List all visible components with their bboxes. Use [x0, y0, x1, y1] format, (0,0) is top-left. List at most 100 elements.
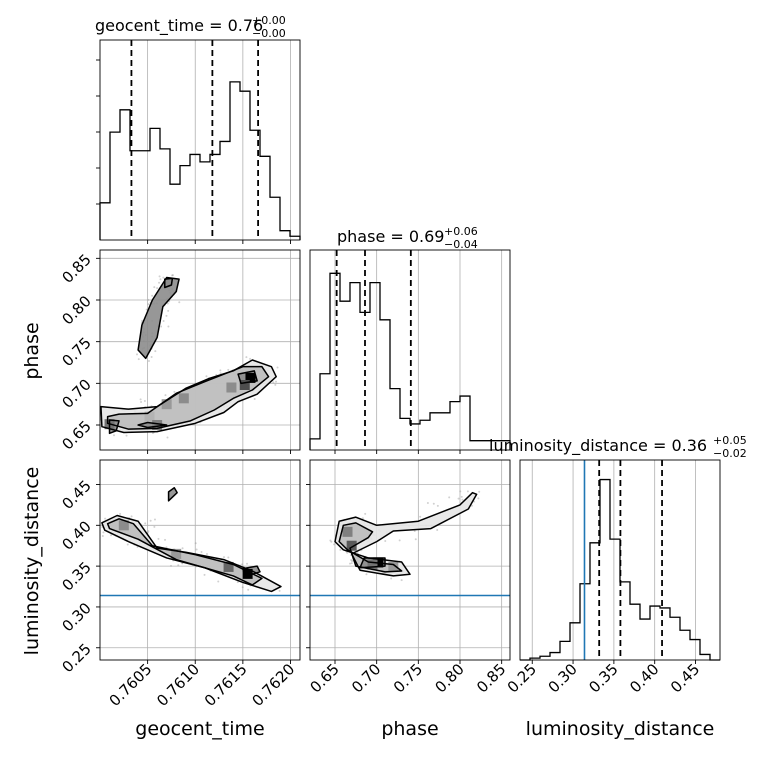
tick-label-y: 0.75 [58, 334, 94, 370]
sample-point [436, 528, 439, 531]
density-cell [242, 568, 253, 579]
histogram-step [99, 81, 301, 240]
sample-point [365, 573, 368, 576]
hist-title-sub: −0.02 [713, 447, 747, 460]
sample-point [194, 542, 197, 545]
sample-point [432, 502, 435, 505]
tick-label-y: 0.45 [58, 477, 94, 513]
contour-line [106, 518, 263, 586]
hist-title-sup: +0.00 [252, 14, 286, 27]
contour-line [338, 522, 403, 573]
sample-point [145, 308, 148, 311]
tick-label-y: 0.35 [58, 558, 94, 594]
sample-point [217, 580, 220, 583]
contour-line [106, 365, 270, 430]
tick-label-x: 0.85 [473, 660, 509, 696]
tick-label-y: 0.85 [58, 250, 94, 286]
density-cell [144, 411, 155, 422]
sample-point [330, 540, 333, 543]
sample-point [219, 372, 222, 375]
density-cell [178, 393, 189, 404]
panel-plot-area [310, 490, 510, 597]
panel-plot-area [100, 487, 300, 597]
tick-label-y: 0.70 [58, 375, 94, 411]
sample-point [333, 543, 336, 546]
sample-point [329, 539, 332, 542]
sample-point [147, 359, 150, 362]
axis-label-x-phase: phase [381, 718, 438, 740]
sample-point [101, 535, 104, 538]
axis-label-x-geocent-time: geocent_time [135, 718, 264, 740]
panel-frame [309, 249, 511, 451]
tick-label-y: 0.40 [58, 517, 94, 553]
sample-point [219, 369, 222, 372]
density-cell [118, 520, 129, 531]
sample-point [448, 496, 451, 499]
contour-line [334, 491, 478, 577]
tick-label-x: 0.40 [626, 660, 662, 696]
hist-title-main: phase = 0.69 [337, 227, 444, 246]
hist-title-main: geocent_time = 0.76 [95, 16, 263, 36]
tick-label-y: 0.65 [58, 417, 94, 453]
hist-title-main: luminosity_distance = 0.36 [489, 436, 707, 456]
density-cell [388, 561, 399, 572]
tick-label-x: 0.45 [667, 660, 703, 696]
density-cell [152, 420, 163, 430]
sample-point [236, 581, 239, 584]
panel-plot-area [100, 274, 279, 439]
sample-point [274, 383, 277, 386]
density-cell [367, 559, 378, 570]
panel-frame [99, 39, 301, 241]
sample-point [241, 563, 244, 566]
hist-title-phase: phase = 0.69 +0.06 −0.04 [337, 225, 478, 251]
sample-point [113, 434, 116, 437]
sample-point [102, 531, 105, 534]
sample-point [125, 434, 128, 437]
sample-point [470, 504, 473, 507]
density-cell [239, 380, 250, 390]
tick-label-x: 0.75 [390, 660, 426, 696]
tick-label-y: 0.25 [58, 640, 94, 676]
contour-line [100, 359, 277, 434]
sample-point [171, 274, 174, 277]
contour-line [137, 421, 168, 429]
tick-label-x: 0.70 [348, 660, 384, 696]
sample-point [143, 400, 146, 403]
sample-point [149, 519, 152, 522]
sample-point [200, 550, 203, 553]
sample-point [177, 564, 180, 567]
sample-point [460, 495, 463, 498]
sample-point [141, 319, 144, 322]
sample-point [151, 294, 154, 297]
sample-point [436, 504, 439, 507]
sample-point [227, 556, 230, 559]
sample-point [156, 287, 159, 290]
sample-point [390, 577, 393, 580]
sample-point [203, 573, 206, 576]
density-cell [223, 561, 234, 572]
hist-title-sup: +0.05 [713, 434, 747, 447]
density-cell [226, 382, 237, 393]
sample-point [135, 353, 138, 356]
tick-label-x: 0.80 [431, 660, 467, 696]
tick-label-x: 0.7610 [153, 660, 203, 710]
sample-point [160, 325, 163, 328]
tick-label-x: 0.7620 [248, 660, 298, 710]
sample-point [364, 512, 367, 515]
sample-point [205, 375, 208, 378]
tick-label-x: 0.7605 [106, 660, 156, 710]
density-fill [107, 518, 262, 585]
tick-label-x: 0.25 [504, 660, 540, 696]
sample-point [104, 517, 107, 520]
sample-point [154, 350, 157, 353]
tick-label-x: 0.30 [545, 660, 581, 696]
sample-point [346, 551, 349, 554]
panel-frame [99, 459, 301, 661]
sample-point [253, 398, 256, 401]
tick-label-x: 0.7615 [201, 660, 251, 710]
sample-point [272, 381, 275, 384]
density-cell [346, 540, 357, 551]
sample-point [166, 436, 169, 439]
axis-label-y-phase: phase [21, 322, 43, 379]
